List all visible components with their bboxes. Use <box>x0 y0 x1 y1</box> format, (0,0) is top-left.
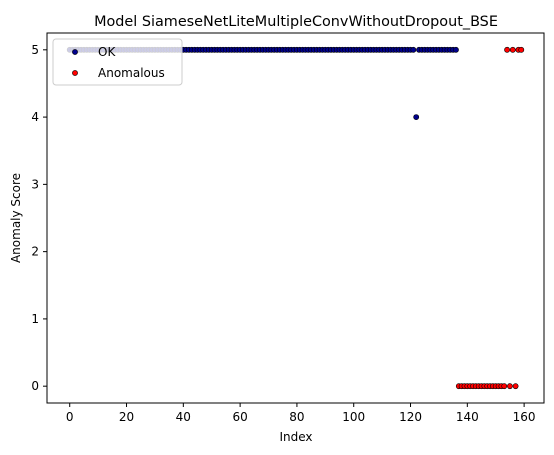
ok-point <box>413 114 420 120</box>
anomalous-point <box>518 46 525 53</box>
chart-title: Model SiameseNetLiteMultipleConvWithoutD… <box>94 14 498 30</box>
y-tick-label: 2 <box>31 245 39 259</box>
legend-marker-ok <box>72 49 78 55</box>
y-axis: 0 1 2 3 4 5 <box>31 43 47 393</box>
x-axis: 0 20 40 60 80 100 120 140 160 <box>66 403 536 424</box>
anomalous-point <box>501 383 508 390</box>
x-tick-label: 0 <box>66 410 74 424</box>
legend: OK Anomalous <box>52 38 183 86</box>
legend-label-anomalous: Anomalous <box>98 66 165 80</box>
legend-box <box>52 38 183 86</box>
plot-frame <box>46 32 545 404</box>
legend-label-ok: OK <box>98 45 116 59</box>
anomalous-point <box>504 46 510 53</box>
x-tick-label: 60 <box>232 410 247 424</box>
ok-point <box>410 46 417 53</box>
anomalous-point <box>509 46 516 53</box>
x-tick-label: 80 <box>289 410 304 424</box>
x-tick-label: 140 <box>456 410 479 424</box>
x-tick-label: 120 <box>399 410 422 424</box>
anomalous-point <box>507 383 513 390</box>
x-axis-label: Index <box>279 430 312 444</box>
anomalous-point <box>512 383 519 390</box>
y-tick-label: 0 <box>31 379 39 393</box>
x-tick-label: 160 <box>513 410 536 424</box>
ok-point <box>453 46 459 53</box>
y-tick-label: 4 <box>31 110 39 124</box>
x-tick-label: 100 <box>342 410 365 424</box>
data-points <box>66 46 525 390</box>
x-tick-label: 40 <box>176 410 191 424</box>
y-axis-label: Anomaly Score <box>9 173 23 263</box>
legend-marker-anomalous <box>72 70 78 76</box>
y-tick-label: 5 <box>31 43 39 57</box>
y-tick-label: 3 <box>31 177 39 191</box>
x-tick-label: 20 <box>119 410 134 424</box>
y-tick-label: 1 <box>31 312 39 326</box>
